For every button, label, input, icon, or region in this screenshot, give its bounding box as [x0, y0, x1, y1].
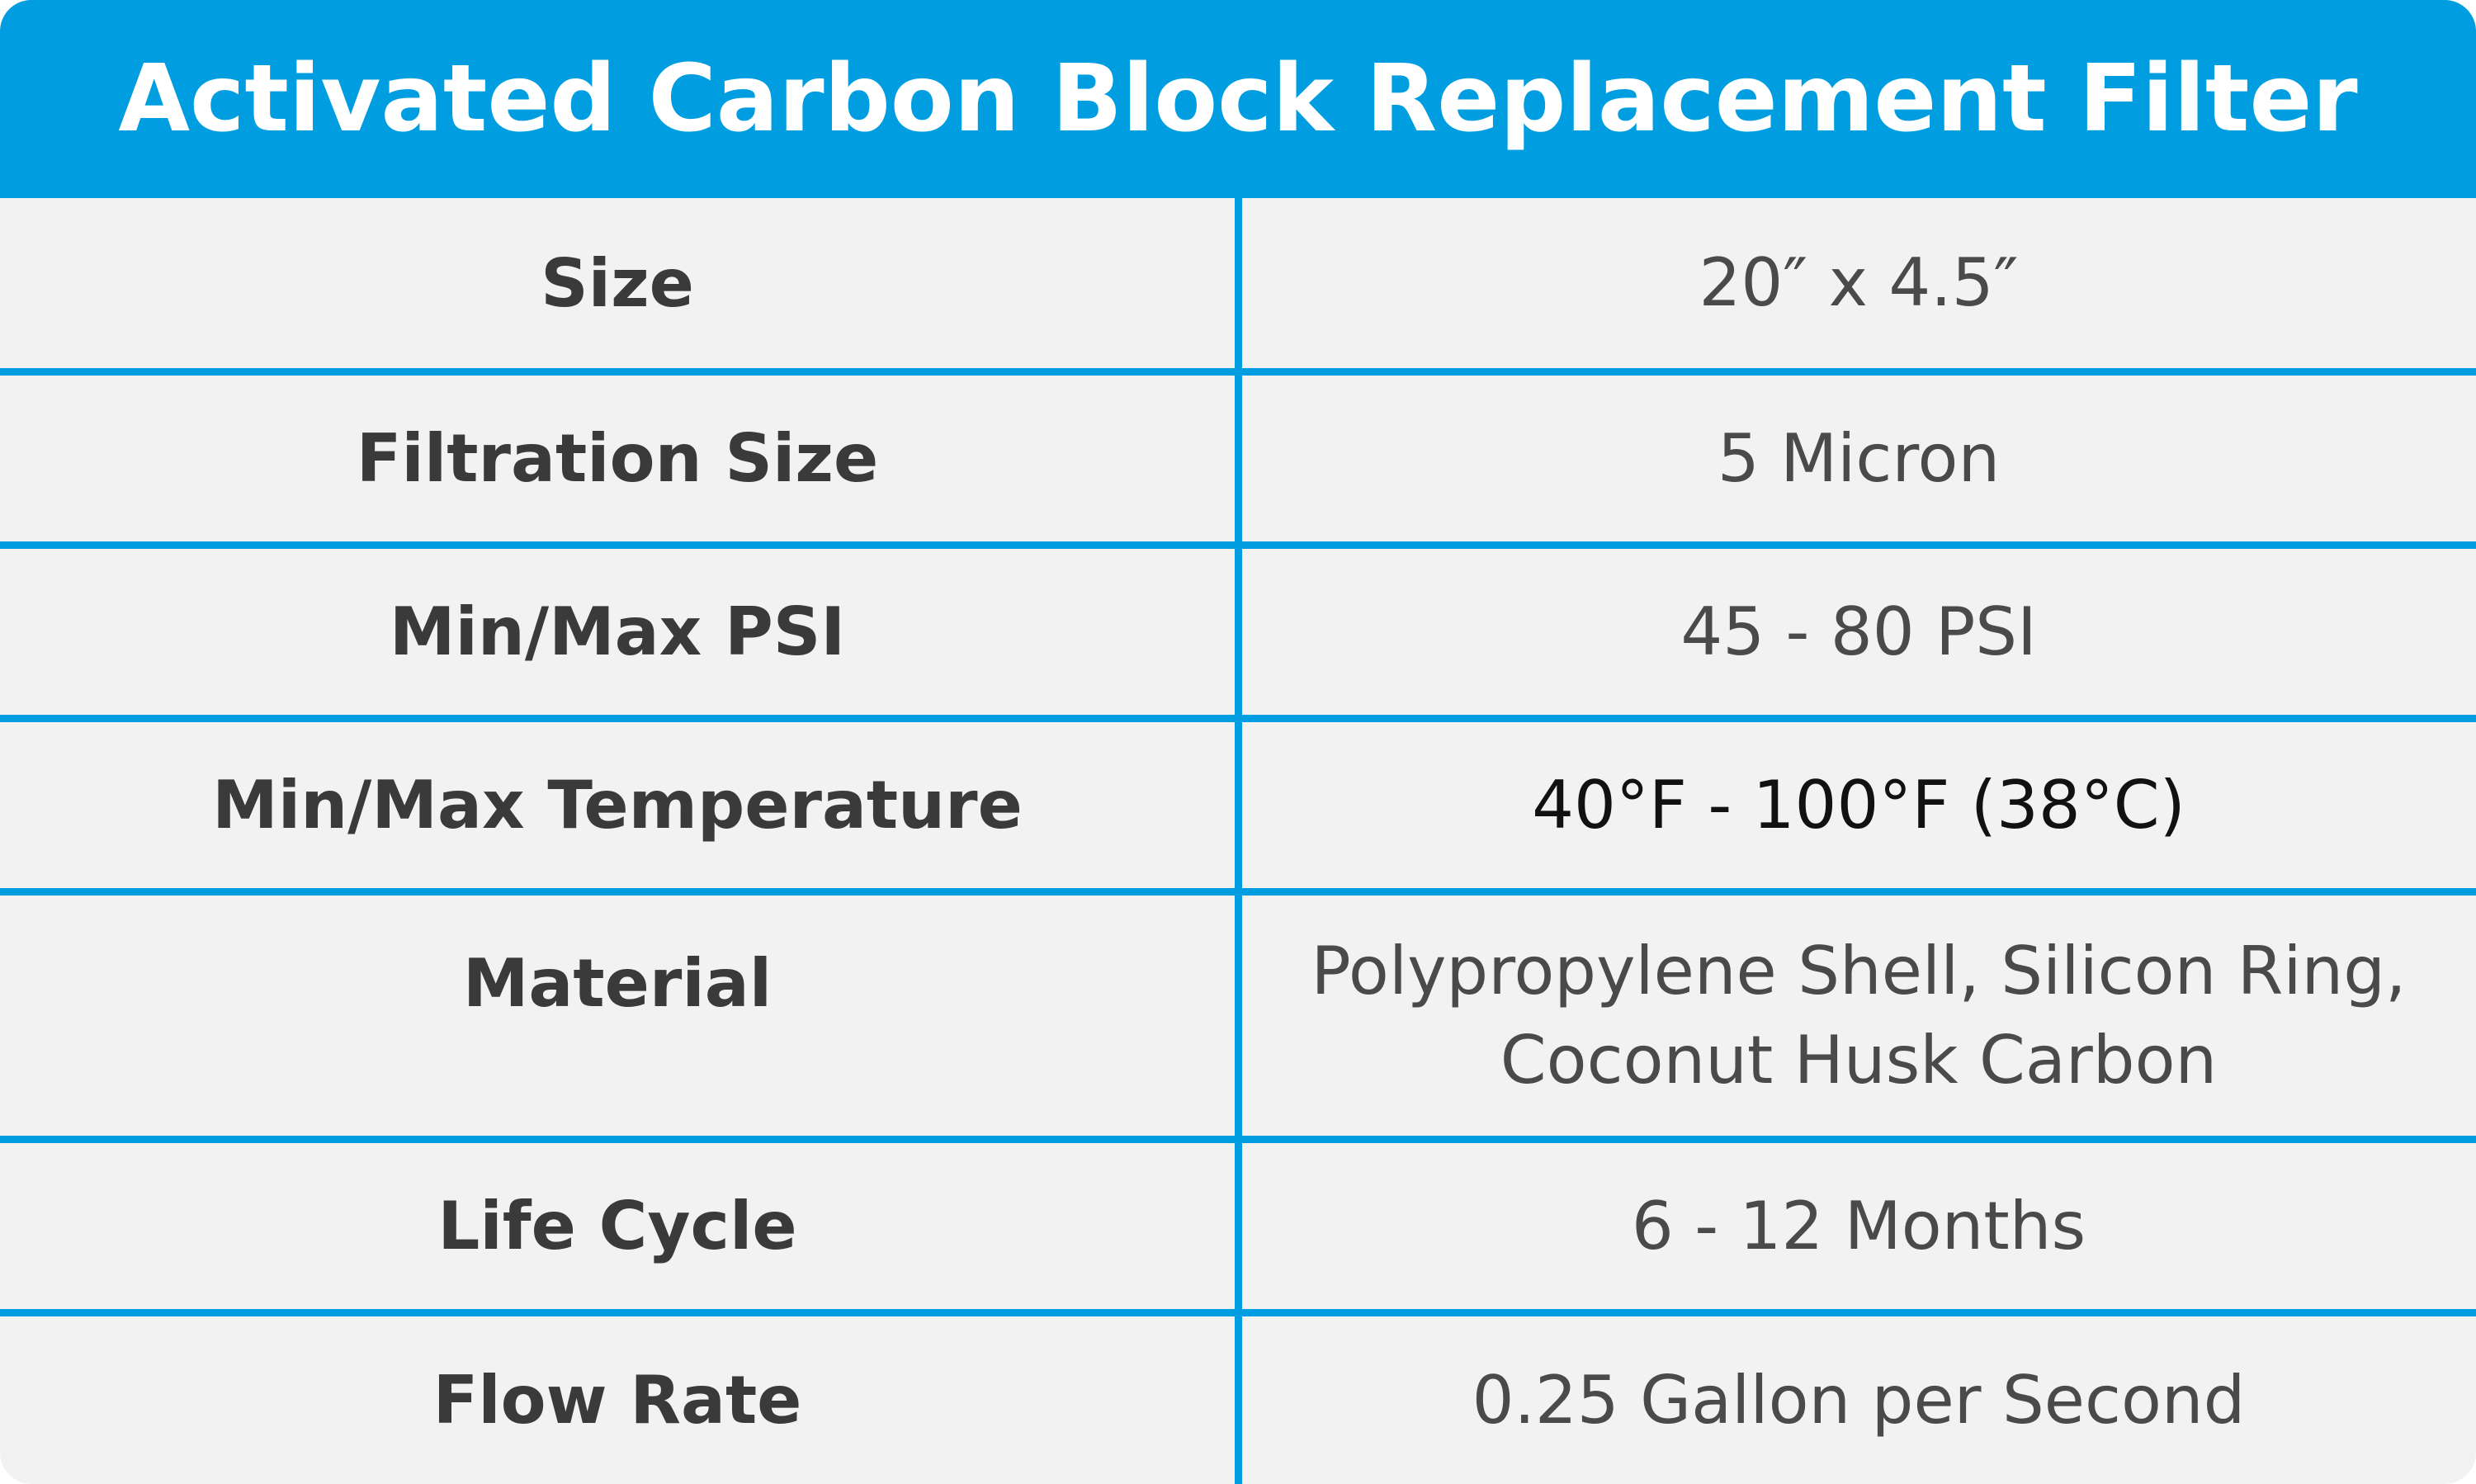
row-value: 45 - 80 PSI [1680, 593, 2037, 670]
row-value: 5 Micron [1717, 419, 2001, 497]
row-label: Filtration Size [356, 420, 879, 497]
row-value: 20″ x 4.5″ [1699, 244, 2019, 321]
table-row-filtration-size: Filtration Size 5 Micron [0, 376, 2476, 541]
row-label: Flow Rate [432, 1362, 802, 1439]
table-row-size: Size 20″ x 4.5″ [0, 198, 2476, 368]
row-label: Min/Max PSI [389, 593, 846, 670]
row-value: 6 - 12 Months [1631, 1187, 2086, 1264]
table-row-min-max-psi: Min/Max PSI 45 - 80 PSI [0, 549, 2476, 715]
row-label: Material [462, 945, 773, 1022]
row-label: Min/Max Temperature [212, 767, 1023, 844]
spec-table: Size 20″ x 4.5″ Filtration Size 5 Micron… [0, 198, 2476, 1484]
table-row-min-max-temperature: Min/Max Temperature 40°F - 100°F (38°C) [0, 722, 2476, 888]
column-divider [1235, 198, 1242, 1484]
row-value-line: Polypropylene Shell, Silicon Ring, [1311, 932, 2407, 1009]
row-value: 0.25 Gallon per Second [1472, 1361, 2246, 1439]
table-row-flow-rate: Flow Rate 0.25 Gallon per Second [0, 1316, 2476, 1484]
row-label: Size [541, 244, 694, 322]
table-row-life-cycle: Life Cycle 6 - 12 Months [0, 1143, 2476, 1309]
page-title: Activated Carbon Block Replacement Filte… [118, 45, 2358, 153]
table-row-material: Material Polypropylene Shell, Silicon Ri… [0, 896, 2476, 1136]
row-value: 40°F - 100°F (38°C) [1532, 766, 2185, 844]
row-value: Polypropylene Shell, Silicon Ring, Cocon… [1241, 896, 2476, 1136]
header-bar: Activated Carbon Block Replacement Filte… [0, 0, 2476, 198]
row-label: Life Cycle [437, 1188, 797, 1264]
row-value-line: Coconut Husk Carbon [1500, 1021, 2218, 1099]
